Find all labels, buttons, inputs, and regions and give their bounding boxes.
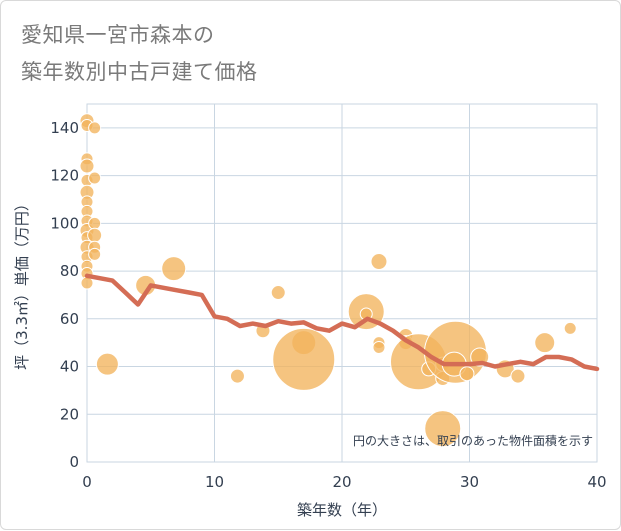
bubble-point	[95, 352, 119, 376]
bubble-layer	[79, 113, 577, 448]
average-line-layer	[84, 273, 600, 372]
bubble-point	[510, 368, 526, 384]
chart-title: 愛知県一宮市森本の 築年数別中古戸建て価格	[21, 17, 258, 91]
bubble-point	[372, 340, 386, 354]
bubble-point	[88, 216, 102, 230]
y-tick-label: 60	[60, 310, 79, 328]
bubble-point	[229, 368, 245, 384]
grid-lines	[86, 103, 598, 463]
y-tick-label: 140	[50, 119, 79, 137]
chart-title-line2: 築年数別中古戸建て価格	[21, 60, 258, 84]
average-price-line	[84, 273, 600, 372]
bubble-point	[534, 332, 556, 354]
x-tick-label: 30	[460, 473, 479, 491]
y-tick-label: 20	[60, 405, 79, 423]
x-tick-label: 20	[332, 473, 351, 491]
bubble-point	[459, 366, 475, 382]
y-tick-label: 40	[60, 358, 79, 376]
axes: 0 20 40 60 80 100 120 140 0 10 20 30 40	[50, 119, 606, 491]
bubble-point	[88, 247, 102, 261]
bubble-point	[424, 410, 462, 448]
x-tick-label: 40	[587, 473, 606, 491]
y-tick-label: 120	[50, 167, 79, 185]
bubble-point	[370, 253, 388, 271]
bubble-size-note: 円の大きさは、取引のあった物件面積を示す	[353, 433, 593, 448]
x-tick-label: 10	[205, 473, 224, 491]
y-tick-label: 0	[69, 453, 79, 471]
bubble-point	[88, 171, 102, 185]
y-axis-title: 坪（3.3㎡）単価（万円）	[13, 196, 31, 370]
bubble-point	[161, 256, 187, 282]
bubble-point	[563, 321, 577, 335]
bubble-point	[79, 158, 95, 174]
x-axis-title: 築年数（年）	[297, 501, 387, 519]
bubble-point	[272, 327, 336, 391]
bubble-point	[88, 121, 102, 135]
y-tick-label: 100	[50, 214, 79, 232]
bubble-point	[87, 227, 103, 243]
bubble-point	[270, 285, 286, 301]
y-tick-label: 80	[60, 262, 79, 280]
x-tick-label: 0	[82, 473, 92, 491]
chart-title-line1: 愛知県一宮市森本の	[21, 23, 215, 47]
